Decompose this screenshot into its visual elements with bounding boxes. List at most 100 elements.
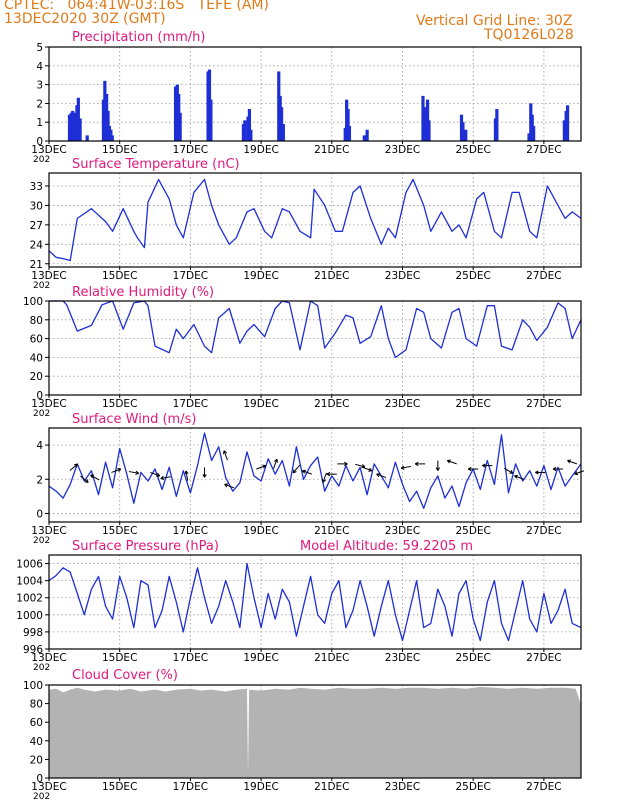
pres-series-line <box>48 562 582 642</box>
precip-bar <box>527 133 531 141</box>
wind-arrow <box>184 470 189 481</box>
x-year-stub: 202 <box>33 281 50 291</box>
wind-arrow-head <box>567 460 571 464</box>
precip-bar <box>103 80 107 141</box>
x-year-stub: 202 <box>33 663 50 673</box>
wind-arrow <box>321 472 327 483</box>
x-tick-label: 21DEC <box>314 652 349 664</box>
cloud-cover-area <box>49 686 581 778</box>
temp-series-line <box>48 178 582 262</box>
x-tick-label: 19DEC <box>243 781 278 793</box>
wind-arrow-shaft <box>322 472 327 483</box>
x-tick-label: 13DEC <box>31 144 66 156</box>
wind-arrow-shaft <box>302 470 312 475</box>
x-tick-label: 23DEC <box>385 270 420 282</box>
y-tick-label: 1 <box>36 117 43 129</box>
wind-arrow <box>223 450 228 461</box>
y-tick-label: 24 <box>30 239 44 251</box>
wind-arrow-shaft <box>224 483 235 489</box>
wind-arrow-head <box>223 450 225 455</box>
panel-frame <box>48 172 582 268</box>
y-tick-label: 60 <box>30 717 43 729</box>
y-tick-label: 1006 <box>16 559 43 571</box>
wind-arrow-head <box>293 471 297 474</box>
x-tick-label: 25DEC <box>455 144 490 156</box>
y-tick-label: 2 <box>36 474 43 486</box>
wind-arrow-head <box>482 465 486 468</box>
y-tick-label: 0 <box>36 773 43 785</box>
panel-frame <box>48 300 582 396</box>
x-tick-label: 27DEC <box>526 652 561 664</box>
x-tick-label: 25DEC <box>455 398 490 410</box>
precip-bar <box>67 114 72 141</box>
panel-title: Relative Humidity (%) <box>72 285 214 300</box>
y-tick-label: 998 <box>23 627 43 639</box>
y-tick-label: 33 <box>30 181 43 193</box>
precip-bar <box>347 125 352 141</box>
x-tick-label: 23DEC <box>385 144 420 156</box>
panel-cloud: 0 20 40 60 80 100 13DEC 15DEC 17DEC 19DEC 21DEC 23D… <box>23 668 582 800</box>
y-tick-label: 1002 <box>16 593 43 605</box>
panel-title: Surface Wind (m/s) <box>72 412 196 427</box>
x-year-stub: 202 <box>33 409 50 419</box>
wind-arrow-head <box>362 464 366 468</box>
x-tick-label: 17DEC <box>173 652 208 664</box>
y-tick-label: 5 <box>36 42 43 54</box>
y-tick-label: 80 <box>30 315 43 327</box>
x-tick-label: 21DEC <box>314 525 349 537</box>
x-tick-label: 17DEC <box>173 525 208 537</box>
x-tick-label: 23DEC <box>385 525 420 537</box>
wind-arrow-shaft <box>223 450 228 461</box>
panel-temp: 21 24 27 30 33 13DEC 15DEC 17DEC 19DEC 21DEC 23DEC… <box>30 157 582 291</box>
y-tick-label: 100 <box>23 296 43 308</box>
y-tick-label: 4 <box>36 61 43 73</box>
wind-arrow-shaft <box>69 463 78 471</box>
panel-title: Surface Temperature (nC) <box>72 157 240 172</box>
y-tick-label: 40 <box>30 352 43 364</box>
wind-arrow-shaft <box>80 475 89 483</box>
x-tick-label: 13DEC <box>31 781 66 793</box>
wind-arrow <box>567 459 578 465</box>
y-tick-label: 100 <box>23 680 43 692</box>
precip-bar <box>421 95 425 141</box>
precip-bar <box>279 107 284 141</box>
wind-arrow <box>446 459 457 465</box>
model-altitude-label: Model Altitude: 59.2205 m <box>300 539 473 554</box>
precip-bar <box>346 109 350 141</box>
wind-arrow <box>435 460 440 471</box>
y-tick-label: 3 <box>36 80 43 92</box>
wind-arrow-shaft <box>128 471 139 474</box>
wind-arrow-head <box>574 473 579 476</box>
y-tick-label: 20 <box>30 754 43 766</box>
wind-arrow <box>376 473 387 479</box>
wind-arrow-head <box>86 479 89 483</box>
wind-arrow-head <box>437 467 440 471</box>
wind-arrow-head <box>90 474 93 479</box>
wind-arrow-head <box>157 472 161 477</box>
precip-bar <box>173 86 178 141</box>
precip-bar <box>281 124 285 141</box>
wind-arrow <box>535 470 546 475</box>
wind-arrow-head <box>344 461 348 465</box>
x-tick-label: 19DEC <box>243 525 278 537</box>
wind-arrow <box>337 461 348 467</box>
y-tick-label: 2 <box>36 98 43 110</box>
panel-frame <box>48 427 582 523</box>
precip-bar <box>562 120 566 141</box>
wind-arrow <box>482 463 493 468</box>
panel-frame <box>48 46 582 142</box>
wind-arrow-head <box>135 470 140 474</box>
wind-arrow-shaft <box>447 460 457 465</box>
wind-arrow <box>514 474 525 480</box>
wind-arrow-shaft <box>150 471 160 477</box>
wind-arrow-head <box>514 475 518 479</box>
wind-arrow <box>503 467 514 474</box>
precip-bar <box>365 129 369 141</box>
panel-title: Precipitation (mm/h) <box>72 30 205 45</box>
wind-arrow-head <box>510 469 514 474</box>
x-tick-label: 15DEC <box>102 525 137 537</box>
wind-arrow-shaft <box>362 466 373 472</box>
wind-arrow <box>256 464 267 470</box>
wind-arrow <box>69 463 79 471</box>
x-tick-label: 15DEC <box>102 652 137 664</box>
